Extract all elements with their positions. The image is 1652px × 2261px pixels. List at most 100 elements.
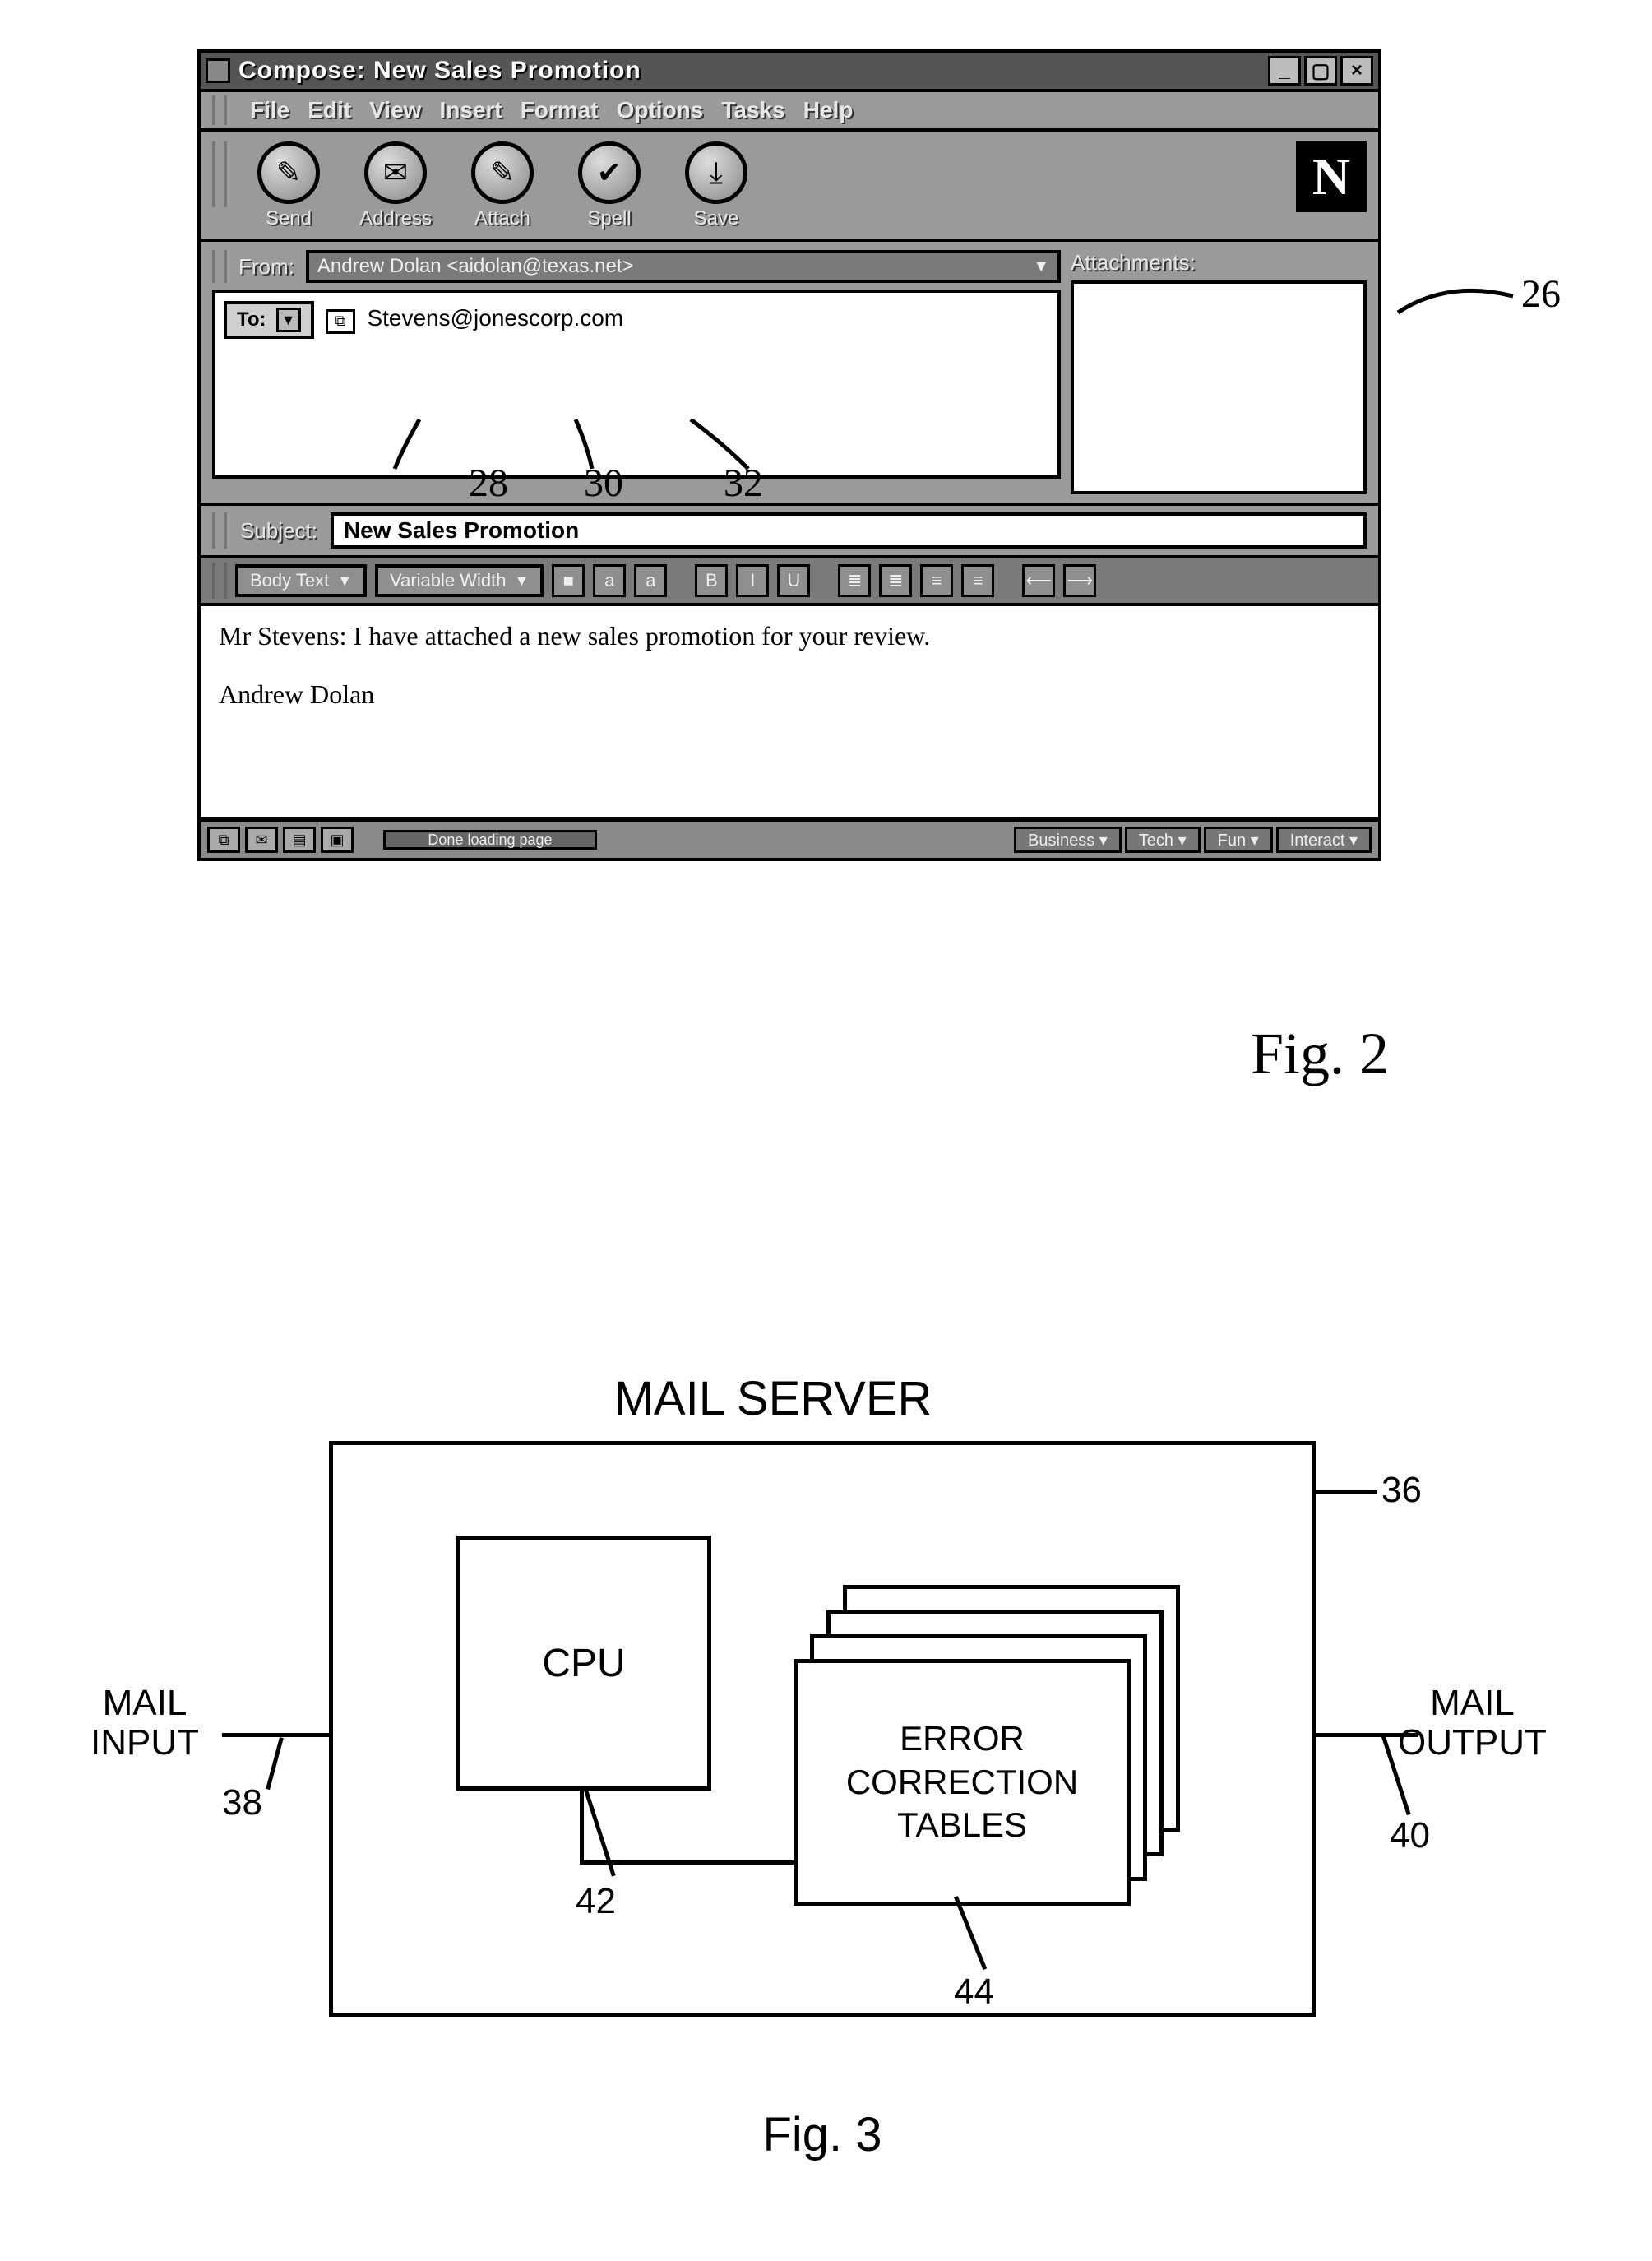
to-chip[interactable]: To: ▼: [224, 301, 314, 339]
fig2-caption: Fig. 2: [1251, 1020, 1389, 1088]
mail-input-label: MAIL INPUT: [90, 1684, 199, 1763]
from-row: From: Andrew Dolan <aidolan@texas.net> ▼: [212, 250, 1061, 283]
address-icon: ✉: [364, 141, 427, 204]
tab-tech[interactable]: Tech ▾: [1125, 827, 1201, 853]
menu-view[interactable]: View: [369, 97, 421, 123]
menubar: File Edit View Insert Format Options Tas…: [201, 92, 1378, 132]
menu-options[interactable]: Options: [617, 97, 704, 123]
news-icon: ▤: [283, 827, 316, 853]
ab-icon: ▣: [321, 827, 354, 853]
send-icon: ✎: [257, 141, 320, 204]
subject-grip-icon: [212, 512, 227, 549]
to-chip-label: To:: [237, 308, 266, 331]
subject-value: New Sales Promotion: [344, 517, 579, 544]
paragraph-style-value: Body Text: [250, 570, 329, 591]
attachments-label: Attachments:: [1071, 250, 1367, 276]
numbered-button[interactable]: ≣: [879, 564, 912, 597]
status-icon: ⧉: [207, 827, 240, 853]
spell-button[interactable]: ✔ Spell: [564, 141, 655, 230]
bullets-button[interactable]: ≣: [838, 564, 871, 597]
ect-stack: ERROR CORRECTION TABLES: [794, 1585, 1180, 1881]
lead-38: [266, 1737, 284, 1790]
subject-label: Subject:: [237, 518, 321, 544]
close-button[interactable]: ×: [1340, 56, 1373, 86]
save-icon: ⤓: [685, 141, 747, 204]
menu-file[interactable]: File: [250, 97, 289, 123]
ref-28: 28: [469, 461, 508, 506]
size-up-button[interactable]: a: [634, 564, 667, 597]
maximize-button[interactable]: ▢: [1304, 56, 1337, 86]
ect-label: ERROR CORRECTION TABLES: [794, 1659, 1131, 1906]
menubar-grip-icon: [212, 95, 227, 125]
ref-26: 26: [1521, 271, 1561, 317]
from-value: Andrew Dolan <aidolan@texas.net>: [317, 255, 634, 278]
attach-button[interactable]: ✎ Attach: [457, 141, 548, 230]
insert-button[interactable]: ⟶: [1063, 564, 1096, 597]
netscape-logo-icon: N: [1296, 141, 1367, 212]
from-label: From:: [235, 254, 298, 280]
bold-button[interactable]: B: [695, 564, 728, 597]
to-address: Stevens@jonescorp.com: [367, 305, 623, 331]
menu-edit[interactable]: Edit: [308, 97, 351, 123]
spell-label: Spell: [587, 207, 631, 230]
ref-44: 44: [954, 1971, 994, 2013]
minimize-button[interactable]: _: [1268, 56, 1301, 86]
address-button[interactable]: ✉ Address: [350, 141, 441, 230]
chevron-down-icon: ▼: [514, 572, 529, 590]
fig3-title: MAIL SERVER: [280, 1371, 1266, 1426]
chevron-down-icon: ▼: [1033, 257, 1049, 276]
outdent-button[interactable]: ≡: [920, 564, 953, 597]
send-button[interactable]: ✎ Send: [243, 141, 334, 230]
attach-label: Attach: [474, 207, 530, 230]
tab-business[interactable]: Business ▾: [1014, 827, 1122, 853]
save-button[interactable]: ⤓ Save: [671, 141, 761, 230]
subject-row: Subject: New Sales Promotion: [201, 506, 1378, 558]
address-label: Address: [359, 207, 432, 230]
italic-button[interactable]: I: [736, 564, 769, 597]
tab-interact[interactable]: Interact ▾: [1276, 827, 1372, 853]
from-grip-icon: [212, 250, 227, 283]
lead-36: [1316, 1490, 1377, 1494]
cpu-ect-connector: [580, 1791, 584, 1865]
font-dropdown[interactable]: Variable Width ▼: [375, 564, 544, 597]
window-title: Compose: New Sales Promotion: [238, 57, 641, 85]
toolbar: ✎ Send ✉ Address ✎ Attach ✔ Spell ⤓ Sa: [201, 132, 1378, 242]
recipients-field[interactable]: To: ▼ ⧉ Stevens@jonescorp.com: [212, 290, 1061, 479]
addressbook-icon: ⧉: [326, 309, 355, 334]
color-button[interactable]: ■: [552, 564, 585, 597]
chevron-down-icon: ▼: [276, 308, 301, 332]
attachments-box[interactable]: [1071, 280, 1367, 494]
subject-input[interactable]: New Sales Promotion: [331, 512, 1367, 549]
tab-fun[interactable]: Fun ▾: [1204, 827, 1273, 853]
paragraph-style-dropdown[interactable]: Body Text ▼: [235, 564, 367, 597]
body-signature: Andrew Dolan: [219, 679, 1360, 710]
attach-icon: ✎: [471, 141, 534, 204]
ref-30: 30: [584, 461, 623, 506]
address-area: From: Andrew Dolan <aidolan@texas.net> ▼…: [201, 242, 1378, 506]
ref-40: 40: [1390, 1815, 1430, 1856]
indent-button[interactable]: ≡: [961, 564, 994, 597]
ref-42: 42: [576, 1881, 616, 1922]
titlebar: Compose: New Sales Promotion _ ▢ ×: [201, 53, 1378, 92]
underline-button[interactable]: U: [777, 564, 810, 597]
size-down-button[interactable]: a: [593, 564, 626, 597]
toolbar-grip-icon: [212, 141, 227, 207]
fig2-area: Compose: New Sales Promotion _ ▢ × File …: [197, 49, 1381, 861]
mail-server-box: CPU ERROR CORRECTION TABLES: [329, 1441, 1316, 2017]
body-line: Mr Stevens: I have attached a new sales …: [219, 621, 1360, 651]
format-bar: Body Text ▼ Variable Width ▼ ■ a a B I U…: [201, 558, 1378, 606]
menu-help[interactable]: Help: [803, 97, 854, 123]
align-button[interactable]: ⟵: [1022, 564, 1055, 597]
mail-input-line: [222, 1733, 333, 1737]
message-body[interactable]: Mr Stevens: I have attached a new sales …: [201, 606, 1378, 820]
format-grip-icon: [212, 563, 227, 599]
status-bar: ⧉ ✉ ▤ ▣ Done loading page Business ▾ Tec…: [201, 820, 1378, 858]
menu-insert[interactable]: Insert: [439, 97, 502, 123]
menu-tasks[interactable]: Tasks: [721, 97, 784, 123]
mail-output-label: MAIL OUTPUT: [1398, 1684, 1547, 1763]
chevron-down-icon: ▼: [337, 572, 352, 590]
ref-32: 32: [724, 461, 763, 506]
menu-format[interactable]: Format: [521, 97, 599, 123]
fig3-area: MAIL SERVER CPU ERROR CORRECTION TABLES …: [115, 1371, 1529, 2162]
from-dropdown[interactable]: Andrew Dolan <aidolan@texas.net> ▼: [306, 250, 1061, 283]
